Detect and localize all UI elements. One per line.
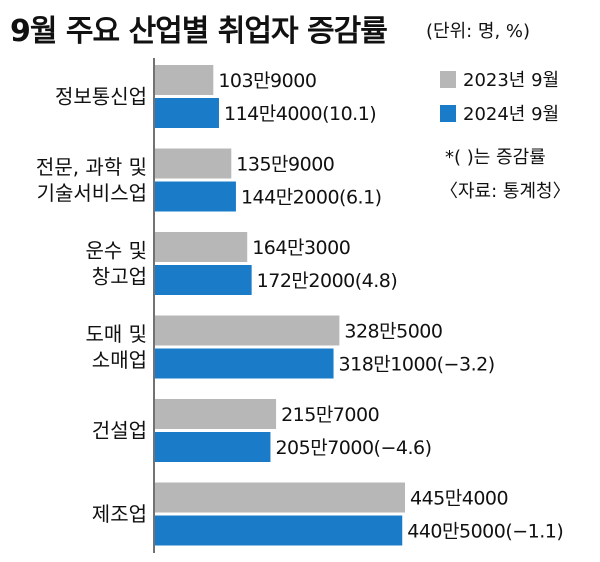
rate-note: *( )는 증감률 bbox=[445, 147, 546, 168]
bar-2024-1 bbox=[155, 181, 236, 212]
data-label-2024-0: 114만4000(10.1) bbox=[224, 103, 376, 125]
legend: 2023년 9월 2024년 9월 bbox=[440, 70, 559, 125]
bar-2024-5 bbox=[155, 515, 403, 546]
category-label-2-1: 창고업 bbox=[92, 265, 147, 289]
bar-2023-5 bbox=[155, 482, 405, 513]
category-label-2-0: 운수 및 bbox=[85, 239, 147, 263]
data-label-2024-3: 318만1000(−3.2) bbox=[339, 354, 495, 376]
legend-label-1: 2024년 9월 bbox=[463, 104, 559, 125]
category-label-1-0: 전문, 과학 및 bbox=[36, 155, 147, 179]
data-label-2023-3: 328만5000 bbox=[344, 321, 442, 343]
category-label-5-0: 제조업 bbox=[92, 502, 147, 526]
legend-label-0: 2023년 9월 bbox=[463, 70, 559, 91]
bar-2023-1 bbox=[155, 148, 232, 179]
legend-swatch-1 bbox=[440, 105, 456, 122]
legend-swatch-0 bbox=[440, 71, 456, 88]
bar-2023-0 bbox=[155, 65, 214, 95]
bar-2024-2 bbox=[155, 265, 252, 295]
bar-2023-3 bbox=[155, 315, 340, 346]
category-label-1-1: 기술서비스업 bbox=[37, 181, 147, 205]
bar-2024-3 bbox=[155, 348, 334, 379]
bar-2024-4 bbox=[155, 432, 271, 462]
data-label-2023-4: 215만7000 bbox=[281, 404, 379, 426]
category-label-0-0: 정보통신업 bbox=[55, 85, 147, 109]
data-label-2024-5: 440만5000(−1.1) bbox=[407, 521, 563, 543]
bars-group: 정보통신업 103만9000 114만4000(10.1) 전문, 과학 및기술서비스… bbox=[36, 65, 564, 546]
data-label-2023-0: 103만9000 bbox=[218, 70, 316, 92]
unit-label: (단위: 명, %) bbox=[426, 21, 531, 42]
data-label-2023-2: 164만3000 bbox=[252, 237, 350, 259]
data-label-2024-4: 205만7000(−4.6) bbox=[275, 437, 431, 459]
bar-2023-4 bbox=[155, 399, 277, 429]
bar-2023-2 bbox=[155, 232, 248, 262]
category-label-4-0: 건설업 bbox=[92, 419, 147, 443]
category-label-3-1: 소매업 bbox=[92, 348, 147, 372]
data-label-2023-5: 445만4000 bbox=[410, 488, 508, 510]
bar-2024-0 bbox=[155, 98, 219, 128]
chart-title: 9월 주요 산업별 취업자 증감률 bbox=[10, 14, 388, 49]
category-label-3-0: 도매 및 bbox=[85, 322, 147, 346]
data-label-2024-1: 144만2000(6.1) bbox=[241, 187, 382, 209]
data-label-2024-2: 172만2000(4.8) bbox=[257, 270, 398, 292]
data-label-2023-1: 135만9000 bbox=[236, 154, 334, 176]
source-note: 〈자료: 통계청〉 bbox=[440, 181, 571, 202]
